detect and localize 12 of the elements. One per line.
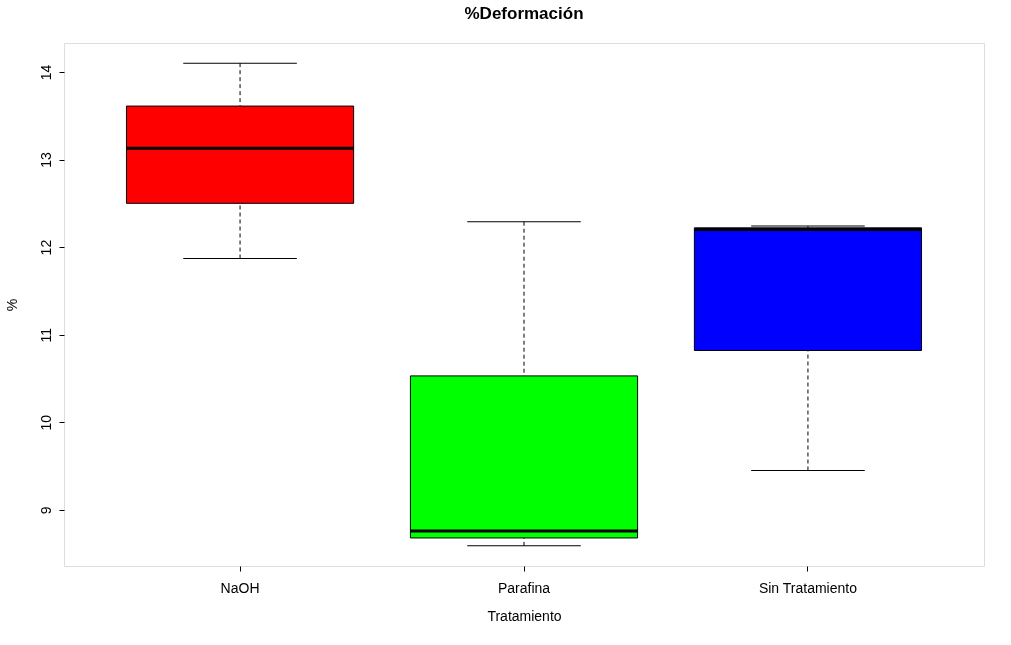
x-axis-title: Tratamiento	[487, 607, 562, 624]
y-tick-label: 11	[37, 327, 54, 343]
x-tick-label: Parafina	[497, 579, 551, 596]
y-tick-label: 10	[37, 414, 54, 431]
y-axis-title: %	[3, 298, 20, 312]
y-tick-label: 13	[37, 152, 54, 168]
y-tick-label: 9	[37, 506, 54, 515]
chart-title: %Deformación	[464, 4, 584, 23]
x-tick-label: NaOH	[220, 579, 260, 596]
x-tick-label: Sin Tratamiento	[758, 579, 858, 596]
y-tick-label: 12	[37, 239, 54, 256]
y-tick-label: 14	[37, 64, 54, 81]
